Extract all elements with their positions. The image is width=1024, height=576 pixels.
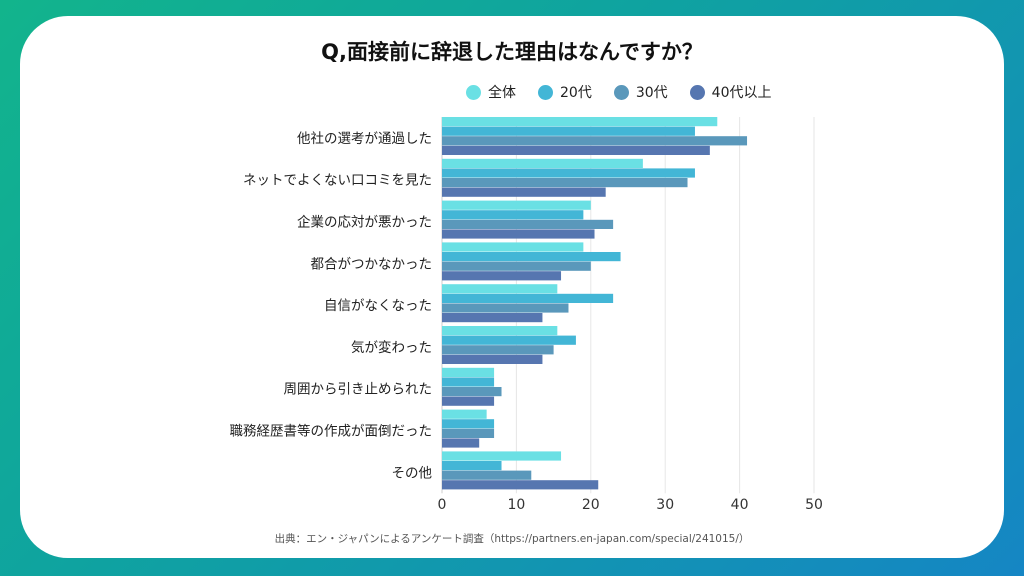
bar (442, 210, 584, 220)
bar (442, 419, 495, 429)
x-tick-label: 10 (507, 497, 525, 513)
bar (442, 326, 558, 336)
bar (442, 261, 591, 271)
bar (442, 187, 606, 197)
x-tick-label: 50 (805, 497, 823, 513)
category-label: その他 (392, 465, 433, 481)
bar (442, 345, 554, 355)
category-label: 周囲から引き止められた (284, 382, 433, 398)
bar (442, 409, 487, 419)
bar (442, 451, 562, 461)
bar (442, 354, 543, 364)
x-tick-label: 30 (656, 497, 674, 513)
legend-swatch (538, 84, 553, 100)
bar (442, 377, 495, 387)
category-label: ネットでよくない口コミを見た (243, 173, 432, 189)
bar (442, 145, 710, 155)
x-tick-label: 20 (582, 497, 600, 513)
legend-item: 40代以上 (689, 82, 772, 102)
bar (442, 284, 558, 294)
bar (442, 126, 695, 136)
legend: 全体 20代 30代 40代以上 (466, 82, 771, 102)
bar (442, 219, 614, 229)
x-tick-label: 0 (438, 497, 447, 513)
bar (442, 335, 576, 345)
legend-label: 30代 (635, 85, 668, 101)
category-label: 他社の選考が通過した (297, 131, 432, 147)
bar (442, 271, 562, 281)
legend-item: 30代 (613, 82, 668, 102)
legend-swatch (466, 84, 481, 100)
bar (442, 480, 599, 490)
bar (442, 428, 495, 438)
legend-label: 20代 (560, 85, 592, 101)
bar (442, 461, 502, 471)
bar (442, 396, 495, 406)
category-label: 職務経歴書等の作成が面倒だった (230, 423, 433, 440)
legend-label: 40代以上 (711, 85, 772, 101)
bar (442, 367, 495, 377)
legend-swatch (689, 84, 705, 100)
bar (442, 117, 718, 127)
bar (442, 242, 584, 252)
bar (442, 178, 688, 188)
bar (442, 158, 643, 168)
bar (442, 168, 695, 178)
bar (442, 200, 591, 210)
bar (442, 387, 502, 397)
legend-item: 20代 (538, 82, 592, 102)
category-label: 都合がつかなかった (311, 256, 433, 272)
x-tick-label: 40 (731, 497, 749, 513)
chart-title: Q,面接前に辞退した理由はなんですか？ (321, 40, 703, 64)
category-label: 企業の応対が悪かった (297, 214, 432, 231)
legend-item: 全体 (466, 82, 516, 102)
bar (442, 303, 569, 313)
bar (442, 252, 621, 262)
bar (442, 136, 748, 146)
legend-label: 全体 (488, 85, 516, 101)
category-label: 気が変わった (351, 339, 432, 356)
bar (442, 313, 543, 323)
source-note: 出典：エン・ジャパンによるアンケート調査（https://partners.en… (274, 533, 750, 545)
bar (442, 470, 532, 480)
legend-swatch (613, 84, 629, 100)
category-label: 自信がなくなった (324, 298, 432, 314)
bar (442, 438, 480, 448)
bar (442, 293, 614, 303)
bar (442, 229, 595, 239)
